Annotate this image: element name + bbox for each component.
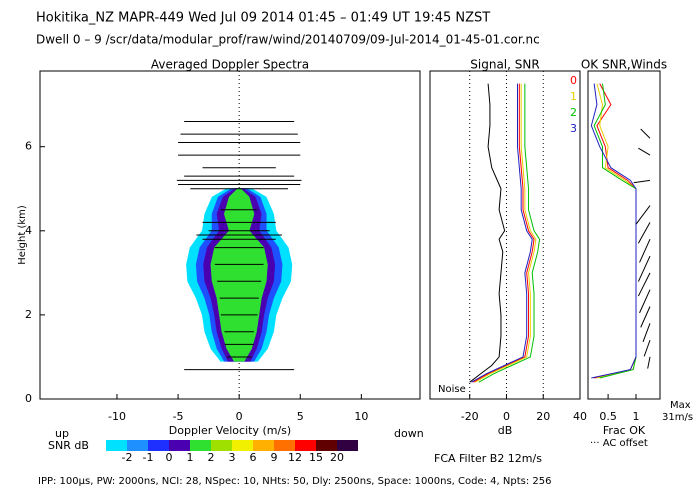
colorbar-swatch bbox=[295, 440, 316, 451]
y-tick-label: 6 bbox=[25, 140, 32, 153]
colorbar-swatch bbox=[337, 440, 358, 451]
colorbar-label: SNR dB bbox=[48, 439, 89, 452]
max-value: 31m/s bbox=[662, 412, 693, 423]
x-tick-label: -10 bbox=[108, 410, 126, 423]
wind-arrow bbox=[637, 272, 651, 297]
y-axis-label: Height (km) bbox=[17, 205, 28, 265]
colorbar-swatch bbox=[253, 440, 274, 451]
wind-arrow bbox=[637, 222, 651, 244]
wind-arrow bbox=[638, 147, 651, 156]
profile-line bbox=[478, 83, 541, 383]
panel-title: Averaged Doppler Spectra bbox=[151, 58, 309, 72]
x-tick-label: 5 bbox=[297, 410, 304, 423]
colorbar-level: 3 bbox=[229, 451, 236, 464]
colorbar-swatch bbox=[211, 440, 232, 451]
x-axis-label: Doppler Velocity (m/s) bbox=[169, 424, 291, 437]
wind-arrow bbox=[639, 238, 651, 263]
wind-arrow bbox=[643, 339, 651, 357]
wind-arrow bbox=[639, 289, 651, 314]
colorbar-level: 20 bbox=[330, 451, 344, 464]
wind-arrow bbox=[635, 205, 651, 225]
colorbar-swatch bbox=[190, 440, 211, 451]
x-tick-label: 40 bbox=[573, 410, 587, 423]
x-tick-label: 0 bbox=[236, 410, 243, 423]
panel-title: Signal, SNR bbox=[470, 58, 539, 72]
colorbar-swatch bbox=[169, 440, 190, 451]
colorbar-level: 1 bbox=[187, 451, 194, 464]
header-line: Dwell 0 – 9 /scr/data/modular_prof/raw/w… bbox=[36, 33, 540, 47]
wind-arrow bbox=[647, 356, 651, 369]
colorbar-level: 6 bbox=[250, 451, 257, 464]
colorbar-swatch bbox=[316, 440, 337, 451]
x-tick-label: 0 bbox=[503, 410, 510, 423]
profile-line bbox=[474, 83, 537, 383]
note: ··· AC offset bbox=[590, 438, 648, 449]
colorbar-swatch bbox=[148, 440, 169, 451]
x-tick-label: 20 bbox=[536, 410, 550, 423]
legend-label: 2 bbox=[570, 106, 577, 119]
params: IPP: 100μs, PW: 2000ns, NCI: 28, NSpec: … bbox=[38, 476, 551, 487]
profile-line bbox=[473, 83, 535, 383]
colorbar-level: 9 bbox=[271, 451, 278, 464]
up-label: up bbox=[55, 427, 69, 440]
wind-arrow bbox=[640, 128, 651, 139]
legend-label: 3 bbox=[570, 122, 577, 135]
x-tick-label: 0.5 bbox=[599, 410, 617, 423]
x-tick-label: 10 bbox=[354, 410, 368, 423]
colorbar-swatch bbox=[232, 440, 253, 451]
x-tick-label: -20 bbox=[461, 410, 479, 423]
profile-line bbox=[590, 83, 637, 379]
colorbar-swatch bbox=[106, 440, 127, 451]
panel-frame bbox=[39, 70, 421, 400]
panel-title: OK SNR,Winds bbox=[581, 58, 667, 72]
panel-frame bbox=[429, 70, 581, 400]
filter-note: FCA Filter B2 12m/s bbox=[434, 452, 542, 465]
header-line: Hokitika_NZ MAPR-449 Wed Jul 09 2014 01:… bbox=[36, 11, 490, 26]
colorbar-level: 15 bbox=[309, 451, 323, 464]
annotation: Noise bbox=[438, 384, 466, 395]
colorbar-level: -1 bbox=[143, 451, 154, 464]
down-label: down bbox=[394, 427, 424, 440]
legend-label: 1 bbox=[570, 90, 577, 103]
colorbar-swatch bbox=[127, 440, 148, 451]
y-tick-label: 2 bbox=[25, 308, 32, 321]
legend-label: 0 bbox=[570, 74, 577, 87]
panel-frame bbox=[587, 70, 661, 400]
wind-arrow bbox=[640, 306, 651, 328]
colorbar-swatch bbox=[274, 440, 295, 451]
colorbar-level: 12 bbox=[288, 451, 302, 464]
wind-arrow bbox=[642, 323, 651, 343]
y-tick-label: 4 bbox=[25, 224, 32, 237]
profile-line bbox=[469, 83, 506, 383]
colorbar-level: -2 bbox=[122, 451, 133, 464]
max-label: Max bbox=[670, 400, 691, 411]
profile-line bbox=[471, 83, 533, 383]
x-axis-label: dB bbox=[498, 424, 513, 437]
x-tick-label: -5 bbox=[173, 410, 184, 423]
x-tick-label: 1 bbox=[633, 410, 640, 423]
y-tick-label: 0 bbox=[25, 392, 32, 405]
x-axis-label: Frac OK bbox=[603, 424, 646, 437]
wind-arrow bbox=[633, 179, 651, 184]
colorbar-level: 2 bbox=[208, 451, 215, 464]
profile-line bbox=[596, 83, 637, 379]
colorbar-level: 0 bbox=[166, 451, 173, 464]
wind-arrow bbox=[637, 255, 651, 282]
